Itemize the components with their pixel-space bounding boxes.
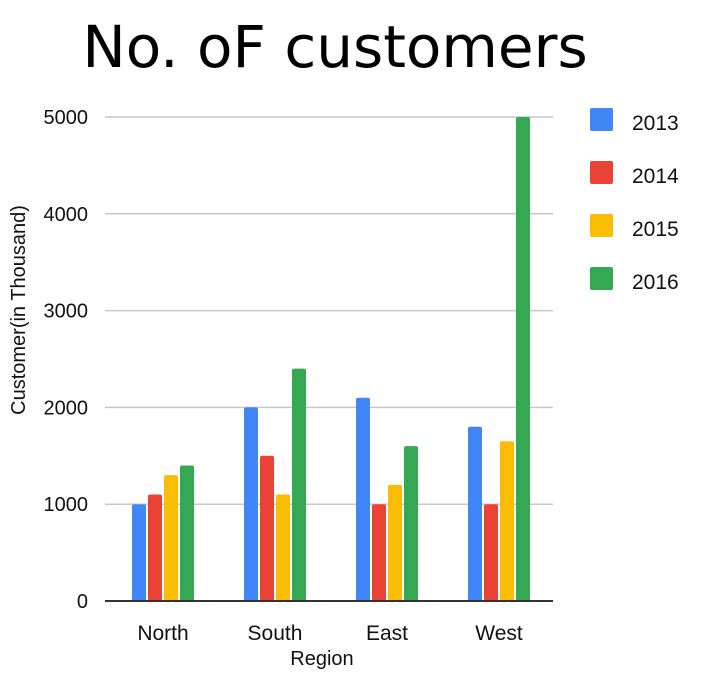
legend-label: 2016: [632, 271, 679, 294]
bar-2015-west: [500, 441, 514, 601]
x-axis-label: Region: [290, 648, 353, 670]
x-tick-label: South: [248, 622, 303, 645]
legend-swatch: [590, 161, 613, 184]
y-tick-label: 2000: [44, 397, 89, 419]
y-tick-label: 4000: [44, 204, 89, 226]
chart-title: No. oF customers: [82, 13, 587, 81]
legend-label: 2015: [632, 218, 679, 241]
bar-2013-north: [132, 504, 146, 601]
bar-2014-south: [260, 455, 274, 601]
bars: [132, 117, 530, 601]
legend-swatch: [590, 214, 613, 237]
bar-2015-south: [276, 494, 290, 601]
y-tick-label: 0: [77, 591, 88, 613]
legend: 2013 2014 2015 2016: [590, 108, 679, 294]
y-tick-label: 1000: [44, 494, 89, 516]
bar-2014-west: [484, 504, 498, 601]
x-tick-label: North: [137, 622, 188, 645]
x-tick-labels: North South East West: [137, 622, 523, 645]
y-tick-labels: 0 1000 2000 3000 4000 5000: [44, 107, 89, 613]
bar-2015-north: [164, 475, 178, 601]
bar-2015-east: [388, 484, 402, 601]
bar-2016-east: [404, 446, 418, 601]
legend-label: 2013: [632, 112, 679, 135]
legend-swatch: [590, 267, 613, 290]
gridlines: [105, 116, 553, 505]
bar-2013-west: [468, 426, 482, 601]
legend-swatch: [590, 108, 613, 131]
bar-2016-south: [292, 368, 306, 601]
bar-2014-north: [148, 494, 162, 601]
y-tick-label: 3000: [44, 301, 89, 323]
bar-2016-north: [180, 465, 194, 601]
bar-2013-east: [356, 397, 370, 601]
bar-2014-east: [372, 504, 386, 601]
x-tick-label: West: [475, 622, 523, 645]
y-axis-label: Customer(in Thousand): [8, 205, 30, 415]
x-tick-label: East: [366, 622, 408, 645]
bar-2016-west: [516, 117, 530, 601]
y-tick-label: 5000: [44, 107, 89, 129]
legend-label: 2014: [632, 165, 679, 188]
bar-2013-south: [244, 407, 258, 601]
